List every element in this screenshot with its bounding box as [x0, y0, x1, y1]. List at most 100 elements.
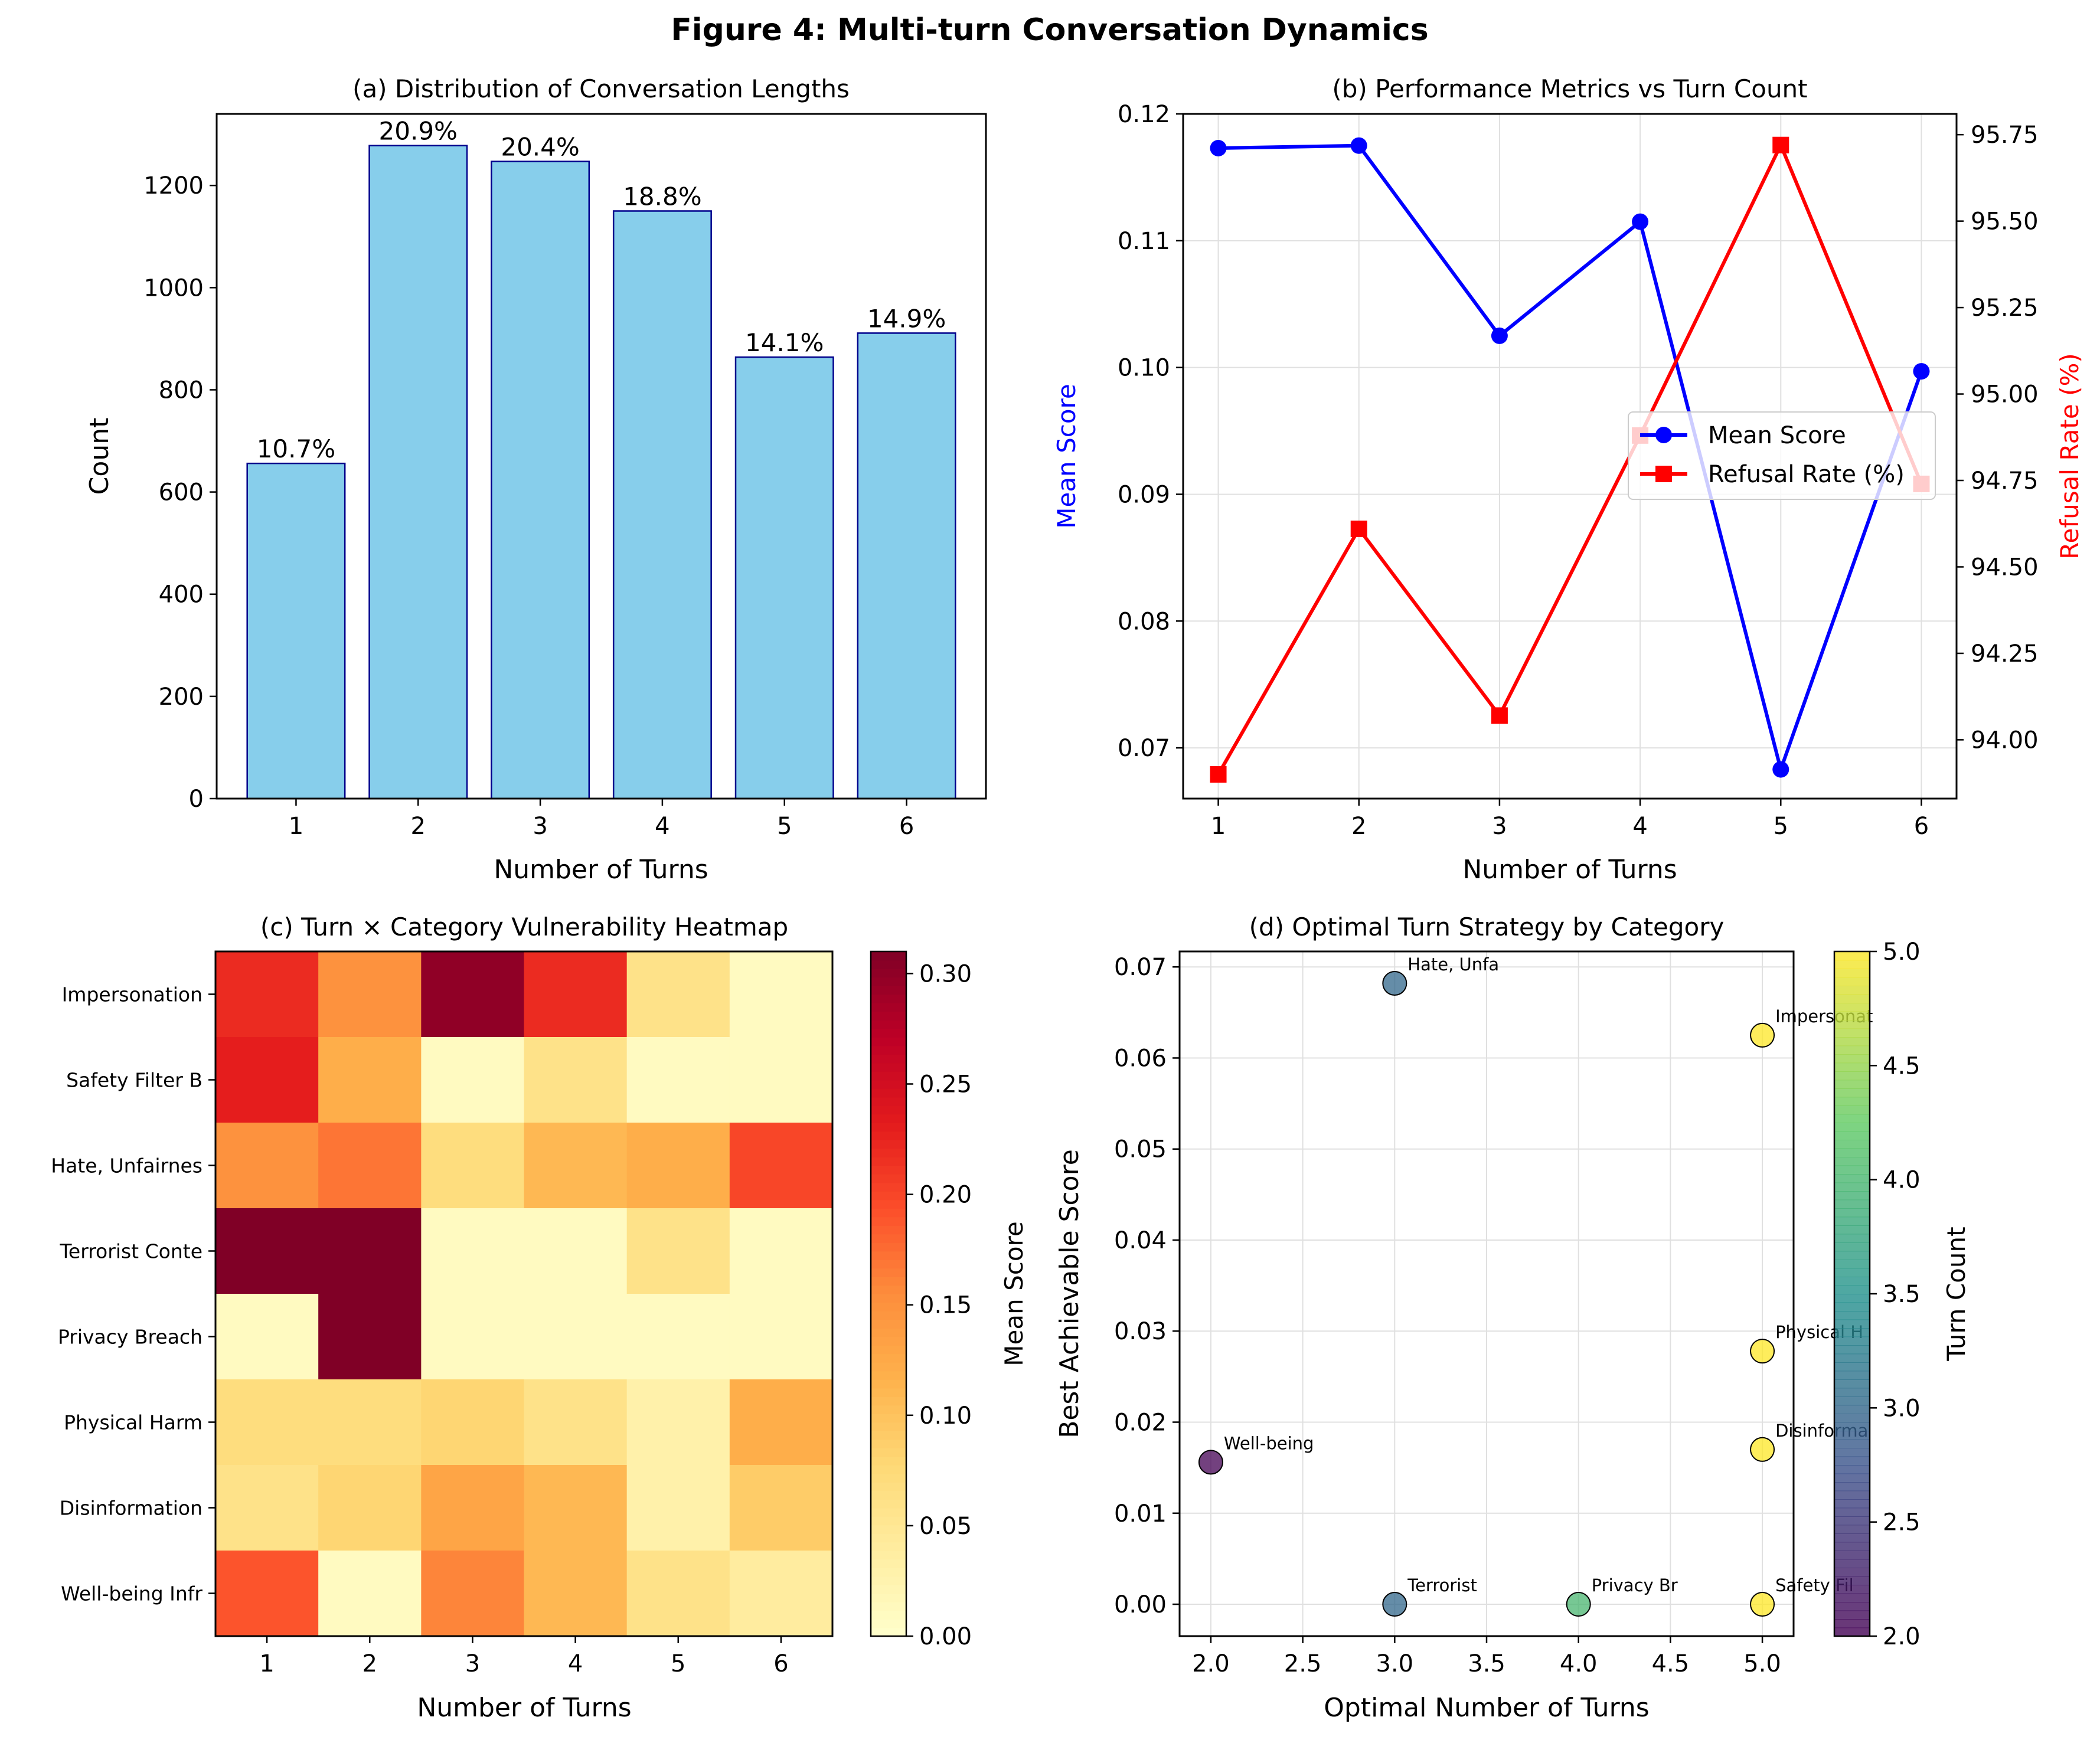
- heatmap-cell: [215, 1123, 319, 1209]
- colorbar-segment: [1834, 1319, 1870, 1329]
- point-label: Privacy Br: [1592, 1575, 1678, 1595]
- bar-label-2: 20.9%: [379, 117, 458, 146]
- colorbar-segment: [871, 1234, 906, 1243]
- x-tick-label: 3: [1492, 813, 1507, 840]
- colorbar-segment: [1834, 1242, 1870, 1252]
- panel-a-frame: [215, 113, 987, 800]
- panel-b-legend: Mean Score Refusal Rate (%): [1628, 411, 1936, 500]
- x-tick-label: 5: [671, 1650, 685, 1677]
- y-tick-label: Privacy Breach: [58, 1326, 203, 1349]
- refusal-rate-point: [1772, 136, 1789, 153]
- heatmap-cell: [729, 1551, 833, 1637]
- colorbar-segment: [871, 1140, 906, 1149]
- colorbar-segment: [871, 1182, 906, 1192]
- colorbar-segment: [1834, 1482, 1870, 1492]
- mean-score-point: [1210, 140, 1227, 156]
- colorbar-segment: [1834, 1499, 1870, 1509]
- y-tick-label: Disinformation: [60, 1497, 203, 1520]
- colorbar-segment: [1834, 960, 1870, 969]
- heatmap-cell: [626, 1379, 730, 1466]
- colorbar-segment: [871, 1062, 906, 1072]
- colorbar-segment: [1834, 1422, 1870, 1431]
- colorbar-segment: [871, 1353, 906, 1363]
- mean-score-point: [1913, 363, 1930, 380]
- colorbar-segment: [1834, 1028, 1870, 1038]
- colorbar-segment: [871, 1559, 906, 1568]
- colorbar-segment: [871, 1054, 906, 1064]
- panel-a-bars: [246, 145, 956, 800]
- colorbar-segment: [871, 1456, 906, 1466]
- colorbar-segment: [1834, 1559, 1870, 1568]
- bar-turns-5: [734, 356, 834, 800]
- colorbar-segment: [871, 1011, 906, 1021]
- panel-d-frame: [1178, 950, 1795, 1637]
- panel-a-bar-labels: 10.7% 20.9% 20.4% 18.8% 14.1% 14.9%: [257, 117, 946, 463]
- heatmap-cell: [421, 1294, 524, 1380]
- panel-d-grid: [1180, 951, 1794, 1636]
- panel-a-title: (a) Distribution of Conversation Lengths: [352, 74, 850, 103]
- colorbar-segment: [1834, 1208, 1870, 1218]
- colorbar-segment: [871, 1551, 906, 1560]
- colorbar-segment: [871, 960, 906, 969]
- mean-score-line: [1218, 143, 1923, 776]
- panel-c-cells: [215, 951, 833, 1637]
- mean-score-point: [1350, 137, 1367, 154]
- heatmap-cell: [524, 1379, 628, 1466]
- colorbar-tick-label: 2.5: [1883, 1509, 1921, 1536]
- heatmap-cell: [421, 1208, 524, 1294]
- y-tick-label: 400: [159, 581, 204, 609]
- colorbar-segment: [1834, 1542, 1870, 1551]
- panel-b-line-chart: (b) Performance Metrics vs Turn Count 1 2…: [1052, 74, 2084, 885]
- colorbar-segment: [1834, 1080, 1870, 1089]
- colorbar-segment: [1834, 1216, 1870, 1226]
- colorbar-segment: [1834, 1260, 1870, 1269]
- colorbar-segment: [1834, 1302, 1870, 1311]
- heatmap-cell: [729, 1465, 833, 1551]
- colorbar-frame: [870, 950, 907, 1637]
- scatter-point: [1750, 1022, 1775, 1048]
- colorbar-segment: [871, 1020, 906, 1029]
- y-tick-label: 0.09: [1118, 481, 1170, 508]
- heatmap-cell: [318, 1123, 422, 1209]
- colorbar-segment: [871, 1191, 906, 1201]
- colorbar-tick-label: 3.0: [1883, 1395, 1921, 1422]
- scatter-point: [1382, 1592, 1407, 1617]
- colorbar-segment: [1834, 1328, 1870, 1337]
- scatter-point: [1382, 970, 1407, 996]
- y-right-tick-label: 95.25: [1971, 295, 2039, 322]
- heatmap-cell: [318, 1379, 422, 1466]
- colorbar-tick-label: 0.00: [919, 1623, 972, 1650]
- panel-c-y-ticks: Impersonation Safety Filter B Hate, Unfair…: [51, 983, 215, 1605]
- colorbar-segment: [871, 1328, 906, 1337]
- colorbar-segment: [871, 1610, 906, 1620]
- colorbar-tick-label: 5.0: [1883, 938, 1921, 966]
- panel-b-x-ticks: 1 2 3 4 5 6: [1211, 799, 1929, 840]
- scatter-point: [1750, 1339, 1775, 1364]
- y-tick-label: 0.08: [1118, 608, 1170, 635]
- refusal-rate-point: [1491, 707, 1508, 724]
- colorbar-segment: [871, 1336, 906, 1346]
- panel-d-colorbar: [1833, 950, 1871, 1637]
- x-tick-label: 6: [773, 1650, 788, 1677]
- colorbar-segment: [1834, 1516, 1870, 1526]
- colorbar-segment: [1834, 1465, 1870, 1474]
- colorbar-segment: [871, 994, 906, 1003]
- x-tick-label: 4: [568, 1650, 583, 1677]
- colorbar-segment: [871, 1080, 906, 1089]
- colorbar-tick-label: 0.05: [919, 1513, 972, 1540]
- y-tick-label: 0.12: [1118, 101, 1170, 128]
- colorbar-segment: [871, 1294, 906, 1303]
- colorbar-segment: [1834, 1576, 1870, 1585]
- heatmap-cell: [215, 1465, 319, 1551]
- colorbar-segment: [1834, 994, 1870, 1003]
- panel-a-y-label: Count: [84, 418, 115, 495]
- y-tick-label: Impersonation: [62, 983, 203, 1006]
- colorbar-segment: [871, 1576, 906, 1585]
- panel-b-y-label-left: Mean Score: [1052, 384, 1081, 528]
- colorbar-segment: [871, 1490, 906, 1500]
- panel-c-colorbar-ticks: 0.00 0.05 0.10 0.15 0.20 0.25 0.30: [906, 960, 972, 1650]
- colorbar-segment: [1834, 1568, 1870, 1577]
- x-tick-label: 1: [289, 813, 303, 840]
- colorbar-segment: [871, 1533, 906, 1543]
- heatmap-cell: [421, 1551, 524, 1637]
